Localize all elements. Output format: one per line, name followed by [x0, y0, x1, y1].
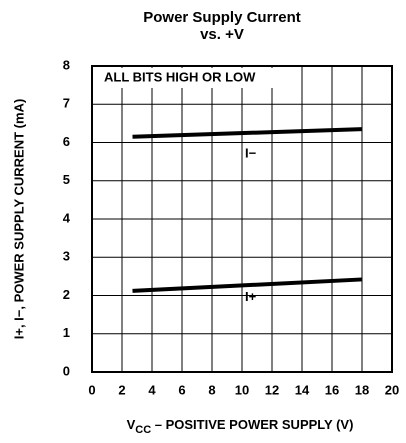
x-axis-label: VCC – POSITIVE POWER SUPPLY (V): [127, 417, 354, 435]
x-tick-label: 18: [355, 382, 369, 397]
y-axis-label: I+, I−, POWER SUPPLY CURRENT (mA): [11, 99, 26, 340]
x-label-base: V: [127, 417, 136, 432]
y-tick-label: 5: [63, 172, 70, 187]
x-tick-label: 12: [265, 382, 279, 397]
y-tick-label: 2: [63, 287, 70, 302]
chart-subtitle: vs. +V: [200, 26, 244, 43]
annotation: ALL BITS HIGH OR LOW: [104, 69, 256, 84]
series-line: [132, 127, 363, 139]
x-label-text: – POSITIVE POWER SUPPLY (V): [151, 417, 353, 432]
x-tick-label: 0: [88, 382, 95, 397]
x-tick-label: 10: [235, 382, 249, 397]
series-label: I−: [245, 145, 257, 160]
series-line: [132, 277, 363, 293]
x-tick-label: 8: [208, 382, 215, 397]
x-tick-label: 14: [295, 382, 310, 397]
y-tick-label: 4: [63, 210, 71, 225]
y-tick-label: 0: [63, 363, 70, 378]
x-tick-label: 4: [148, 382, 156, 397]
y-tick-label: 8: [63, 57, 70, 72]
x-tick-label: 16: [325, 382, 339, 397]
y-tick-label: 3: [63, 249, 70, 264]
y-tick-label: 7: [63, 96, 70, 111]
x-tick-label: 6: [178, 382, 185, 397]
x-tick-label: 2: [118, 382, 125, 397]
chart-title: Power Supply Current: [143, 9, 301, 26]
y-tick-label: 6: [63, 134, 70, 149]
y-tick-label: 1: [63, 325, 70, 340]
x-tick-label: 20: [385, 382, 399, 397]
x-label-subscript: CC: [135, 424, 151, 436]
plot-frame: [91, 65, 393, 373]
series-label: I+: [245, 289, 257, 304]
annotation-box: [94, 68, 300, 88]
